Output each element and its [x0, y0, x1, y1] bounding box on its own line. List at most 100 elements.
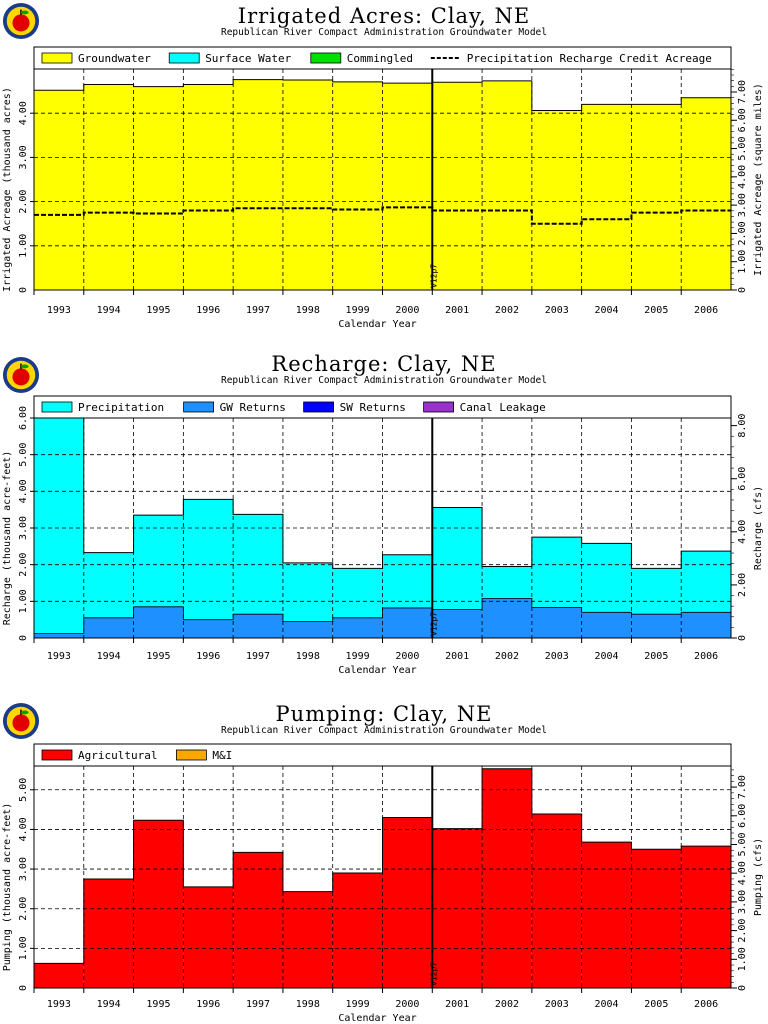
- pumping-panel: Pumping: Clay, NE Republican River Compa…: [0, 698, 768, 1024]
- legend-label: Canal Leakage: [460, 401, 546, 414]
- bar-segment: [34, 963, 84, 988]
- y2-axis-label: Irrigated Acreage (square miles): [753, 83, 764, 276]
- x-tick-label: 2006: [694, 305, 718, 316]
- legend-label: Precipitation: [78, 401, 164, 414]
- x-tick-label: 1997: [246, 999, 270, 1010]
- x-tick-label: 1998: [296, 999, 320, 1010]
- series-boundary: [34, 598, 731, 634]
- y-tick-label: 4.00: [18, 479, 29, 503]
- y2-tick-label: 5.00: [737, 832, 748, 856]
- y-tick-label: 4.00: [18, 817, 29, 841]
- x-tick-label: 1994: [97, 651, 121, 662]
- y-tick-label: 2.00: [18, 553, 29, 577]
- marker-label: V12p7: [429, 962, 438, 986]
- legend-swatch: [310, 52, 342, 64]
- y-axis-label: Pumping (thousand acre-feet): [2, 803, 13, 972]
- bar-segment: [233, 614, 283, 638]
- legend-swatch: [303, 401, 335, 413]
- x-tick-label: 2002: [495, 305, 519, 316]
- bar-segment: [681, 551, 731, 613]
- bar-segment: [133, 515, 184, 607]
- y2-tick-label: 4.00: [737, 165, 748, 189]
- x-tick-label: 1994: [97, 999, 121, 1010]
- x-tick-label: 2002: [495, 999, 519, 1010]
- bar-segment: [531, 537, 582, 608]
- bar-segment: [183, 619, 234, 638]
- bar-segment: [233, 79, 283, 290]
- bar-segment: [133, 86, 184, 291]
- chart-title: Irrigated Acres: Clay, NE: [237, 4, 531, 28]
- bar-segment: [581, 842, 632, 988]
- bar-segment: [83, 617, 134, 638]
- apple-logo-icon: [2, 2, 40, 40]
- x-tick-label: 2001: [445, 651, 469, 662]
- bar-segment: [332, 873, 383, 988]
- legend-label: SW Returns: [340, 401, 406, 414]
- chart-subtitle: Republican River Compact Administration …: [220, 725, 547, 736]
- y2-axis-label: Recharge (cfs): [753, 486, 764, 570]
- marker-label: V12p7: [429, 264, 438, 288]
- bar-segment: [183, 84, 234, 290]
- bar-segment: [382, 83, 433, 290]
- bar-segment: [83, 878, 134, 988]
- y2-tick-label: 4.00: [737, 861, 748, 885]
- bar-segment: [34, 418, 84, 634]
- y2-tick-label: 7.00: [737, 775, 748, 799]
- y2-tick-label: 8.00: [737, 414, 748, 438]
- irrigated-acres-panel: Irrigated Acres: Clay, NE Republican Riv…: [0, 0, 768, 338]
- bar-segment: [233, 852, 283, 988]
- bar-segment: [183, 499, 234, 620]
- x-tick-label: 2005: [644, 651, 668, 662]
- bar-segment: [282, 621, 333, 638]
- x-tick-label: 2003: [545, 999, 569, 1010]
- legend-label: GW Returns: [220, 401, 286, 414]
- x-tick-label: 2005: [644, 305, 668, 316]
- x-tick-label: 1993: [47, 305, 71, 316]
- bar-segment: [282, 891, 333, 988]
- y2-tick-label: 0: [737, 287, 748, 293]
- legend-swatch: [41, 52, 73, 64]
- x-tick-label: 2000: [395, 999, 419, 1010]
- y-tick-label: 4.00: [18, 101, 29, 125]
- legend-swatch: [175, 749, 207, 761]
- y2-tick-label: 6.00: [737, 804, 748, 828]
- y-tick-label: 5.00: [18, 443, 29, 467]
- apple-logo-icon: [2, 702, 40, 740]
- legend-swatch: [168, 52, 200, 64]
- bar-segment: [482, 566, 532, 599]
- x-tick-label: 1994: [97, 305, 121, 316]
- x-tick-label: 2000: [395, 305, 419, 316]
- pumping-chart: V12p7 Agricultural M&I 1.00 2.00 3.00 4.00 5.00…: [2, 743, 764, 1024]
- y-tick-label: 5.00: [18, 778, 29, 802]
- y-tick-label: 3.00: [18, 145, 29, 169]
- y-tick-label: 1.00: [18, 936, 29, 960]
- bar-segment: [531, 607, 582, 638]
- x-tick-label: 2000: [395, 651, 419, 662]
- bar-segment: [631, 849, 682, 988]
- bar-segment: [432, 82, 483, 290]
- bar-segment: [382, 607, 433, 638]
- y2-tick-label: 2.00: [737, 221, 748, 245]
- bar-segment: [631, 614, 682, 638]
- bar-segment: [83, 84, 134, 290]
- x-tick-label: 1999: [346, 651, 370, 662]
- bar-segment: [332, 81, 383, 291]
- y2-tick-label: 1.00: [737, 947, 748, 971]
- y-tick-label: 0: [18, 985, 29, 991]
- bar-segment: [681, 846, 731, 988]
- x-tick-label: 1998: [296, 305, 320, 316]
- y-tick-label: 1.00: [18, 234, 29, 258]
- y2-tick-label: 3.00: [737, 890, 748, 914]
- legend-label: Agricultural: [78, 749, 157, 762]
- y-tick-label: 0: [18, 287, 29, 293]
- legend-label: Commingled: [347, 52, 413, 65]
- x-tick-label: 1996: [196, 999, 220, 1010]
- bar-segment: [282, 80, 333, 290]
- bar-segment: [482, 768, 532, 988]
- bar-segment: [531, 813, 582, 988]
- y-tick-label: 1.00: [18, 589, 29, 613]
- bar-segment: [581, 104, 632, 290]
- y-tick-label: 2.00: [18, 897, 29, 921]
- x-tick-label: 2006: [694, 999, 718, 1010]
- bar-segment: [631, 568, 682, 615]
